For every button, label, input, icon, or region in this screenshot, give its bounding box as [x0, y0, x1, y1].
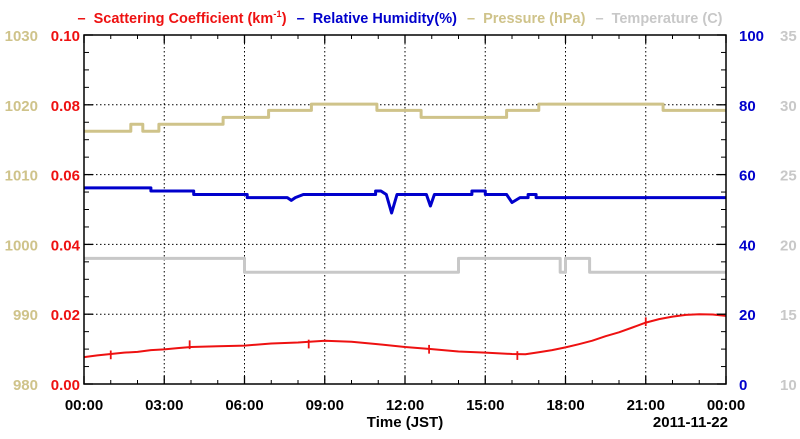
- x-tick-label: 03:00: [145, 397, 183, 414]
- legend-humidity-dash: –: [297, 11, 305, 27]
- temperature-axis-tick-label: 20: [780, 237, 797, 254]
- x-tick-label: 21:00: [627, 397, 665, 414]
- pressure-axis-tick-label: 1020: [5, 98, 38, 115]
- series-line-humidity: [84, 186, 726, 215]
- legend-scattering-unit-sup: -1: [273, 9, 282, 20]
- temperature-axis-tick-label: 15: [780, 307, 797, 324]
- temperature-axis-tick-label: 35: [780, 28, 797, 45]
- pressure-axis-tick-label: 1030: [5, 28, 38, 45]
- axis-ticks: [83, 34, 727, 385]
- legend: – Scattering Coefficient (km-1) – Relati…: [77, 9, 722, 27]
- series-layer: [83, 102, 727, 360]
- scattering-axis-tick-label: 0.00: [51, 377, 80, 394]
- x-tick-label: 06:00: [225, 397, 263, 414]
- humidity-axis-tick-label: 0: [739, 377, 747, 394]
- humidity-axis-tick-label: 60: [739, 168, 756, 185]
- x-tick-label: 00:00: [65, 397, 103, 414]
- pressure-axis-tick-label: 1000: [5, 237, 38, 254]
- pressure-axis-tick-label: 1010: [5, 168, 38, 185]
- temperature-axis-tick-label: 10: [780, 377, 797, 394]
- temperature-axis-tick-label: 30: [780, 98, 797, 115]
- series-line-pressure: [84, 102, 726, 133]
- legend-temperature-label: Temperature (C): [612, 11, 723, 27]
- legend-pressure-label: Pressure (hPa): [483, 11, 586, 27]
- humidity-dip-marker: [389, 209, 395, 214]
- pressure-axis-tick-label: 990: [13, 307, 38, 324]
- scattering-axis-tick-label: 0.06: [51, 168, 80, 185]
- x-axis-date: 2011-11-22: [653, 414, 728, 431]
- pressure-axis-tick-label: 980: [13, 377, 38, 394]
- scattering-axis-tick-label: 0.04: [51, 237, 81, 254]
- legend-scattering-suffix: ): [282, 11, 287, 27]
- humidity-axis-tick-label: 100: [739, 28, 764, 45]
- humidity-axis-tick-label: 80: [739, 98, 756, 115]
- axis-tick-labels: 00:00 03:00 06:00 09:00 12:00 15:00 18:00 21:00…: [5, 28, 797, 414]
- x-tick-label: 00:00: [707, 397, 745, 414]
- humidity-dip-marker: [427, 202, 433, 207]
- humidity-axis-tick-label: 40: [739, 237, 756, 254]
- grid: [84, 35, 726, 384]
- scattering-axis-tick-label: 0.10: [51, 28, 80, 45]
- legend-pressure-dash: –: [467, 11, 475, 27]
- legend-scattering-label: Scattering Coefficient (km: [94, 11, 274, 27]
- x-tick-label: 18:00: [546, 397, 584, 414]
- x-tick-label: 12:00: [386, 397, 424, 414]
- temperature-axis-tick-label: 25: [780, 168, 797, 185]
- scattering-axis-tick-label: 0.02: [51, 307, 80, 324]
- humidity-axis-tick-label: 20: [739, 307, 756, 324]
- legend-humidity-label: Relative Humidity(%): [313, 11, 457, 27]
- x-tick-label: 09:00: [306, 397, 344, 414]
- x-axis-title: Time (JST): [367, 414, 443, 431]
- scattering-axis-tick-label: 0.08: [51, 98, 80, 115]
- series-line-temperature: [84, 256, 726, 274]
- legend-temperature-dash: –: [595, 11, 603, 27]
- x-tick-label: 15:00: [466, 397, 504, 414]
- legend-scattering-dash: –: [77, 11, 85, 27]
